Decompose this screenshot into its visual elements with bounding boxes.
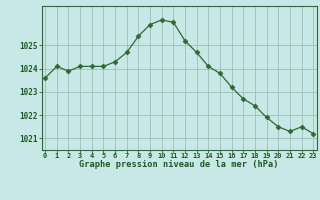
X-axis label: Graphe pression niveau de la mer (hPa): Graphe pression niveau de la mer (hPa) bbox=[79, 160, 279, 169]
